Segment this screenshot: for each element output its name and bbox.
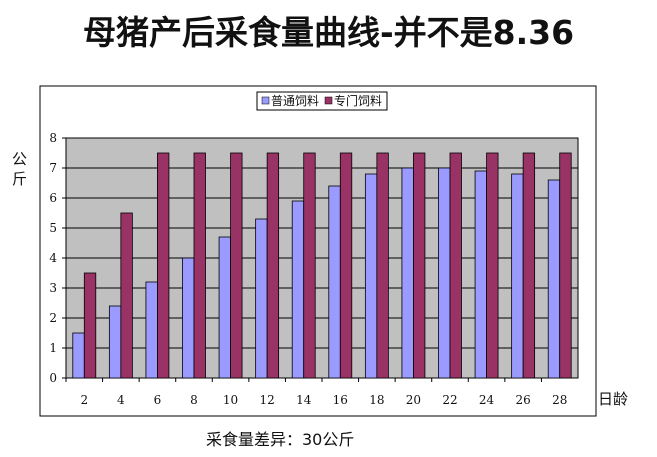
y-tick-labels: 0 1 2 3 4 5 6 7 8 bbox=[49, 131, 57, 385]
bar-series-1-2 bbox=[72, 332, 85, 379]
bar-series-2-16 bbox=[339, 152, 353, 379]
bar-series-2-6 bbox=[157, 152, 170, 379]
bars bbox=[72, 152, 572, 379]
y-axis-label-char-1: 公 bbox=[12, 150, 27, 168]
y-tick-label: 0 bbox=[49, 371, 57, 385]
x-tick-label: 12 bbox=[260, 393, 275, 407]
x-tick-label: 2 bbox=[80, 393, 88, 407]
y-tick-label: 8 bbox=[49, 131, 57, 145]
bar-series-1-16 bbox=[328, 185, 341, 379]
footer-note: 采食量差异：30公斤 bbox=[206, 430, 355, 449]
legend: 普通饲料 专门饲料 bbox=[256, 91, 388, 111]
bar-series-2-12 bbox=[266, 152, 280, 379]
bar-series-2-28 bbox=[559, 152, 572, 379]
bar-series-2-22 bbox=[449, 152, 462, 379]
y-tick-label: 6 bbox=[49, 191, 57, 205]
bar-series-2-2 bbox=[83, 272, 97, 379]
bar-series-1-26 bbox=[511, 173, 524, 379]
bar-series-1-22 bbox=[438, 167, 451, 379]
bar-series-2-14 bbox=[303, 152, 316, 379]
x-tick-label: 18 bbox=[369, 393, 384, 407]
x-tick-label: 16 bbox=[333, 393, 348, 407]
y-axis-label: 公 斤 bbox=[12, 150, 27, 188]
x-tick-label: 24 bbox=[479, 393, 495, 407]
page-title: 母猪产后采食量曲线-并不是8.36 bbox=[82, 13, 575, 52]
legend-swatch-series-2 bbox=[324, 96, 333, 105]
bar-series-2-20 bbox=[413, 152, 426, 379]
y-tick-label: 2 bbox=[49, 311, 57, 325]
y-tick-label: 3 bbox=[49, 281, 57, 295]
x-tick-label: 28 bbox=[552, 393, 567, 407]
bar-series-1-12 bbox=[255, 218, 268, 379]
bar-series-2-10 bbox=[230, 152, 243, 379]
legend-box bbox=[256, 91, 388, 111]
legend-swatch-series-1 bbox=[261, 96, 270, 105]
bar-series-1-20 bbox=[401, 167, 414, 379]
x-tick-label: 6 bbox=[154, 393, 162, 407]
bar-series-1-4 bbox=[108, 305, 122, 379]
y-tick-label: 7 bbox=[49, 161, 57, 175]
x-tick-label: 20 bbox=[406, 393, 421, 407]
y-tick-label: 5 bbox=[49, 221, 57, 235]
bar-series-2-18 bbox=[376, 152, 389, 379]
bar-series-1-18 bbox=[364, 173, 378, 379]
x-tick-label: 22 bbox=[442, 393, 457, 407]
bar-series-2-4 bbox=[120, 212, 133, 379]
bar-series-2-24 bbox=[486, 152, 499, 379]
bar-series-1-6 bbox=[145, 281, 158, 379]
x-tick-label: 26 bbox=[516, 393, 531, 407]
x-tick-labels: 2 4 6 8 10 12 14 16 18 20 22 24 26 28 bbox=[80, 393, 567, 407]
bar-series-1-8 bbox=[182, 257, 195, 379]
legend-label-series-2: 专门饲料 bbox=[334, 93, 382, 108]
y-tick-label: 4 bbox=[49, 251, 57, 265]
bar-series-1-14 bbox=[291, 200, 305, 379]
x-tick-label: 14 bbox=[296, 393, 312, 407]
bar-series-1-10 bbox=[218, 236, 231, 379]
legend-label-series-1: 普通饲料 bbox=[271, 94, 319, 108]
bar-series-1-28 bbox=[547, 179, 561, 379]
x-tick-label: 4 bbox=[117, 393, 125, 407]
y-axis-label-char-2: 斤 bbox=[12, 170, 27, 188]
bar-series-2-26 bbox=[522, 152, 536, 379]
x-tick-label: 10 bbox=[223, 393, 238, 407]
x-tick-label: 8 bbox=[190, 393, 198, 407]
y-tick-label: 1 bbox=[49, 341, 57, 355]
bar-series-2-8 bbox=[193, 152, 206, 379]
x-axis-label: 日龄 bbox=[598, 390, 628, 408]
bar-series-1-24 bbox=[474, 170, 487, 379]
